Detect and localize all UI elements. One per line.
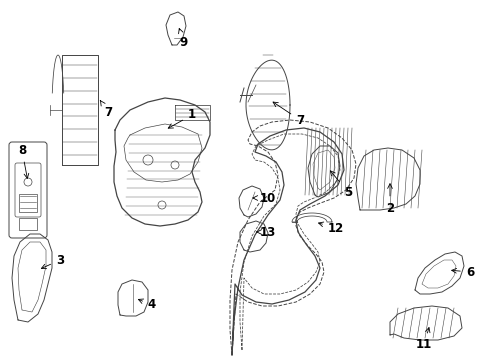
Text: 10: 10: [252, 192, 276, 204]
Text: 3: 3: [41, 253, 64, 269]
Text: 9: 9: [178, 28, 188, 49]
Text: 11: 11: [415, 328, 431, 351]
Text: 12: 12: [318, 221, 344, 234]
Text: 2: 2: [385, 184, 393, 215]
Bar: [19, 218, 37, 230]
Text: 5: 5: [330, 171, 351, 198]
Text: 13: 13: [256, 225, 276, 238]
Text: 6: 6: [451, 266, 473, 279]
Text: 4: 4: [138, 298, 156, 311]
Text: 7: 7: [272, 102, 304, 126]
Text: 7: 7: [100, 100, 112, 118]
Bar: [19, 194, 37, 212]
Text: 8: 8: [18, 144, 29, 178]
Text: 1: 1: [168, 108, 196, 128]
